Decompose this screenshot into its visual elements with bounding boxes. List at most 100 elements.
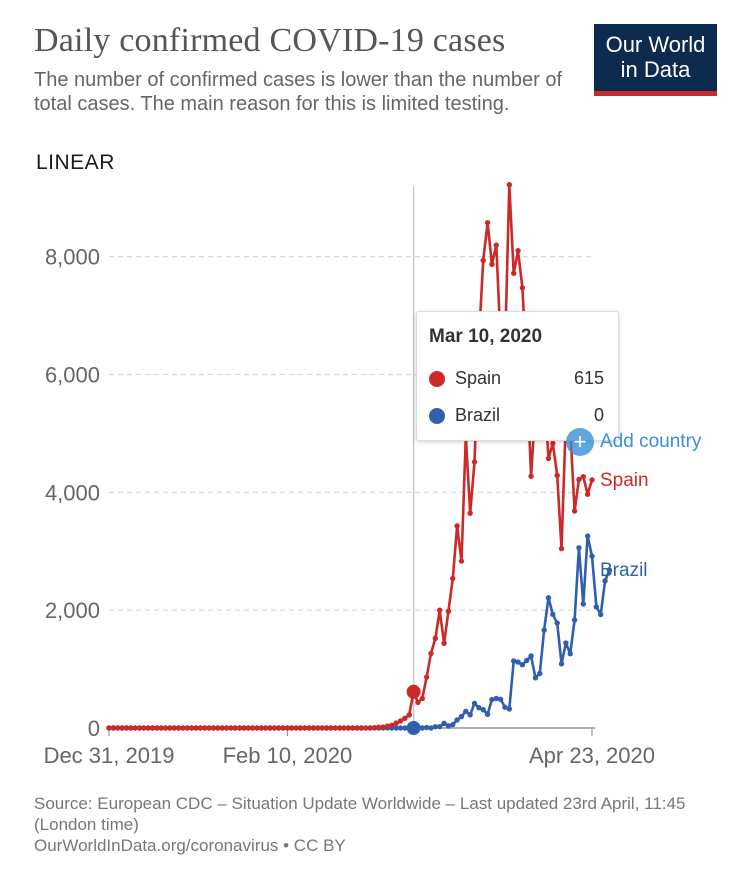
spain-data-point xyxy=(141,725,147,731)
spain-data-point xyxy=(219,725,225,731)
spain-data-point xyxy=(115,725,121,731)
brazil-data-point xyxy=(476,704,482,711)
spain-data-point xyxy=(584,491,591,497)
spain-data-point xyxy=(128,725,134,731)
spain-data-point xyxy=(450,575,456,582)
spain-data-point xyxy=(402,715,408,721)
tooltip-date: Mar 10, 2020 xyxy=(429,326,543,347)
spain-data-point xyxy=(519,285,526,291)
spain-data-point xyxy=(223,725,230,731)
spain-data-point xyxy=(262,725,269,731)
spain-data-point xyxy=(445,608,452,614)
brazil-data-point xyxy=(402,725,408,731)
spain-data-point xyxy=(545,455,552,462)
spain-data-point xyxy=(515,247,521,254)
brazil-data-point xyxy=(393,725,399,731)
brazil-data-point xyxy=(602,578,608,584)
spain-data-point xyxy=(589,477,595,483)
footer: Source: European CDC – Situation Update … xyxy=(34,793,714,856)
spain-data-point xyxy=(276,725,282,731)
spain-highlight-point xyxy=(406,684,421,699)
brazil-color-dot xyxy=(429,407,445,424)
brazil-data-point xyxy=(524,657,530,664)
spain-data-point xyxy=(267,725,273,731)
y-tick-label: 2,000 xyxy=(45,598,100,623)
spain-data-point xyxy=(106,725,112,731)
brazil-data-point xyxy=(537,670,543,677)
spain-data-point xyxy=(437,607,443,613)
brazil-data-point xyxy=(598,611,604,618)
spain-data-point xyxy=(188,725,195,731)
spain-data-point xyxy=(458,558,465,564)
brazil-data-point xyxy=(502,704,508,710)
license-link[interactable]: OurWorldInData.org/coronavirus • CC BY xyxy=(34,836,346,855)
tooltip-series-name: Spain xyxy=(455,368,502,388)
spain-series-line xyxy=(109,183,594,730)
brazil-data-point xyxy=(576,545,582,551)
spain-data-point xyxy=(193,725,199,731)
brazil-data-point xyxy=(589,553,595,559)
spain-data-point xyxy=(506,182,513,188)
brazil-data-point xyxy=(567,651,573,657)
spain-data-point xyxy=(345,725,352,731)
spain-data-point xyxy=(154,725,160,731)
spain-data-point xyxy=(363,725,369,731)
spain-data-point xyxy=(197,725,204,731)
brazil-data-point xyxy=(484,711,491,718)
tooltip-series-value: 615 xyxy=(573,368,604,388)
spain-data-point xyxy=(367,725,373,731)
spain-data-point xyxy=(489,261,495,267)
hover-tooltip: Mar 10, 2020 Spain 615 Brazil 0 xyxy=(416,311,619,441)
brazil-series-line xyxy=(109,534,611,730)
spain-data-point xyxy=(393,720,399,726)
brazil-data-point xyxy=(606,567,613,573)
spain-data-point xyxy=(306,725,312,731)
y-tick-label: 6,000 xyxy=(45,363,100,388)
brazil-data-point xyxy=(428,725,434,731)
scale-toggle[interactable]: LINEAR xyxy=(36,151,115,174)
spain-data-point xyxy=(167,725,173,731)
owid-logo[interactable]: Our World in Data xyxy=(594,24,717,96)
brazil-data-point xyxy=(593,604,600,610)
spain-data-point xyxy=(132,725,138,731)
spain-data-point xyxy=(180,725,186,731)
spain-data-point xyxy=(302,725,308,731)
spain-data-point xyxy=(215,725,221,731)
spain-data-point xyxy=(389,722,395,729)
spain-data-point xyxy=(145,725,151,731)
spain-data-point xyxy=(236,725,243,731)
spain-data-point xyxy=(415,699,421,706)
spain-data-point xyxy=(271,725,278,731)
brazil-data-point xyxy=(515,659,521,665)
brazil-data-point xyxy=(458,713,465,720)
spain-data-point xyxy=(289,725,295,731)
brazil-data-point xyxy=(463,708,469,715)
spain-data-point xyxy=(484,219,491,226)
brazil-data-point xyxy=(471,700,478,707)
add-country-button[interactable]: + Add country xyxy=(566,428,701,456)
brazil-data-point xyxy=(467,712,473,718)
source-note: Source: European CDC – Situation Update … xyxy=(34,794,686,834)
spain-data-point xyxy=(284,725,291,731)
spain-data-point xyxy=(319,725,325,731)
spain-data-point xyxy=(158,725,164,731)
spain-data-point xyxy=(558,545,565,552)
brazil-data-point xyxy=(528,653,534,659)
spain-data-point xyxy=(576,476,582,483)
spain-data-point xyxy=(232,725,238,731)
brazil-data-point xyxy=(558,661,565,667)
brazil-data-point xyxy=(545,595,552,601)
spain-data-point xyxy=(550,440,556,447)
brazil-data-point xyxy=(489,696,495,703)
logo-line-1: Our World xyxy=(605,32,706,57)
spain-data-point xyxy=(245,725,251,731)
spain-data-point xyxy=(384,723,391,729)
spain-data-point xyxy=(184,725,191,731)
spain-data-point xyxy=(510,270,517,276)
brazil-data-point xyxy=(510,658,517,664)
spain-data-point xyxy=(123,725,130,731)
spain-data-point xyxy=(419,695,425,702)
spain-end-label: Spain xyxy=(600,470,649,491)
spain-data-point xyxy=(162,725,169,731)
spain-data-point xyxy=(280,725,286,731)
